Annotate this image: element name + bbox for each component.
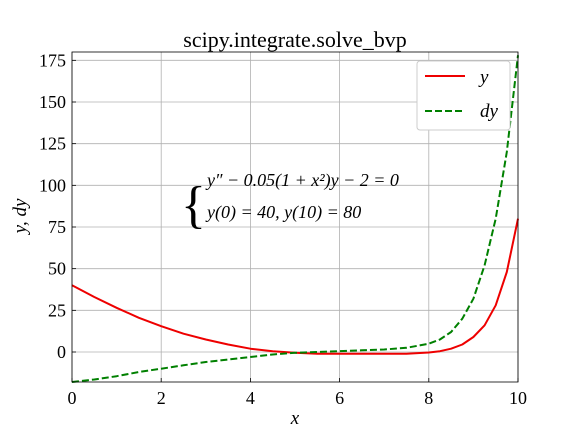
y-tick-label: 150 [39, 92, 66, 112]
y-tick-label: 25 [48, 300, 66, 320]
chart-title: scipy.integrate.solve_bvp [183, 27, 406, 52]
x-tick-label: 10 [509, 388, 527, 408]
y-tick-label: 0 [57, 342, 66, 362]
boundary-conditions: y(0) = 40, y(10) = 80 [205, 202, 361, 223]
grid [71, 52, 519, 382]
x-tick-label: 6 [335, 388, 344, 408]
equation-brace: { [181, 177, 206, 234]
series-lines [71, 55, 519, 383]
y-tick-label: 50 [48, 259, 66, 279]
legend-label-y: y [478, 67, 489, 88]
equation-line: y″ − 0.05(1 + x²)y − 2 = 0 [205, 170, 399, 191]
x-tick-label: 2 [157, 388, 166, 408]
legend-box [416, 60, 511, 131]
x-axis-label: x [290, 408, 300, 429]
y-tick-label: 100 [39, 175, 66, 195]
y-tick-label: 125 [39, 134, 66, 154]
series-line-y [71, 218, 519, 355]
x-tick-label: 8 [424, 388, 433, 408]
y-tick-label: 175 [39, 50, 66, 70]
legend: y dy [416, 60, 511, 131]
y-axis-label: y, dy [10, 198, 31, 235]
y-tick-label: 75 [48, 217, 66, 237]
x-tick-label: 4 [246, 388, 255, 408]
x-tick-label: 0 [68, 388, 77, 408]
legend-label-dy: dy [480, 101, 499, 122]
axes-frame [71, 51, 519, 383]
equation-annotation: { y″ − 0.05(1 + x²)y − 2 = 0 y(0) = 40, … [181, 170, 399, 234]
series-line-dy [71, 55, 519, 383]
